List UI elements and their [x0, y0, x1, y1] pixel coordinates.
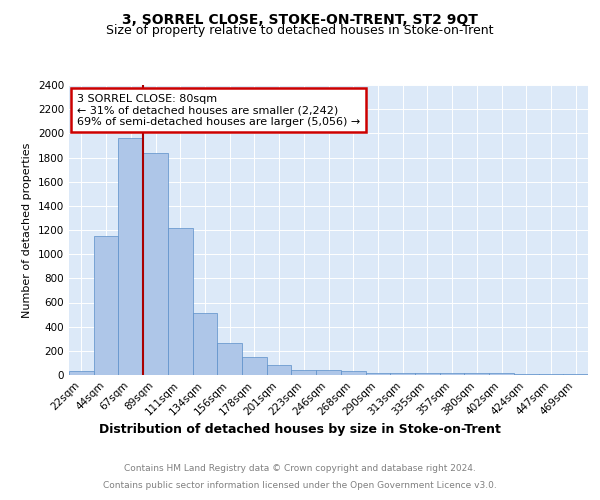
- Text: Contains public sector information licensed under the Open Government Licence v3: Contains public sector information licen…: [103, 481, 497, 490]
- Text: Size of property relative to detached houses in Stoke-on-Trent: Size of property relative to detached ho…: [106, 24, 494, 37]
- Bar: [514, 374, 539, 375]
- Bar: [193, 313, 217, 375]
- Bar: [440, 373, 464, 375]
- Bar: [69, 372, 94, 375]
- Text: 3, SORREL CLOSE, STOKE-ON-TRENT, ST2 9QT: 3, SORREL CLOSE, STOKE-ON-TRENT, ST2 9QT: [122, 12, 478, 26]
- Text: Contains HM Land Registry data © Crown copyright and database right 2024.: Contains HM Land Registry data © Crown c…: [124, 464, 476, 473]
- Bar: [341, 371, 365, 375]
- Bar: [143, 152, 168, 375]
- Bar: [292, 370, 316, 375]
- Bar: [316, 370, 341, 375]
- Bar: [267, 365, 292, 375]
- Bar: [563, 374, 588, 375]
- Y-axis label: Number of detached properties: Number of detached properties: [22, 142, 32, 318]
- Bar: [242, 357, 267, 375]
- Bar: [539, 374, 563, 375]
- Bar: [94, 236, 118, 375]
- Bar: [415, 373, 440, 375]
- Bar: [390, 372, 415, 375]
- Bar: [464, 374, 489, 375]
- Bar: [168, 228, 193, 375]
- Bar: [118, 138, 143, 375]
- Bar: [217, 343, 242, 375]
- Bar: [489, 372, 514, 375]
- Bar: [365, 372, 390, 375]
- Text: Distribution of detached houses by size in Stoke-on-Trent: Distribution of detached houses by size …: [99, 422, 501, 436]
- Text: 3 SORREL CLOSE: 80sqm
← 31% of detached houses are smaller (2,242)
69% of semi-d: 3 SORREL CLOSE: 80sqm ← 31% of detached …: [77, 94, 360, 127]
